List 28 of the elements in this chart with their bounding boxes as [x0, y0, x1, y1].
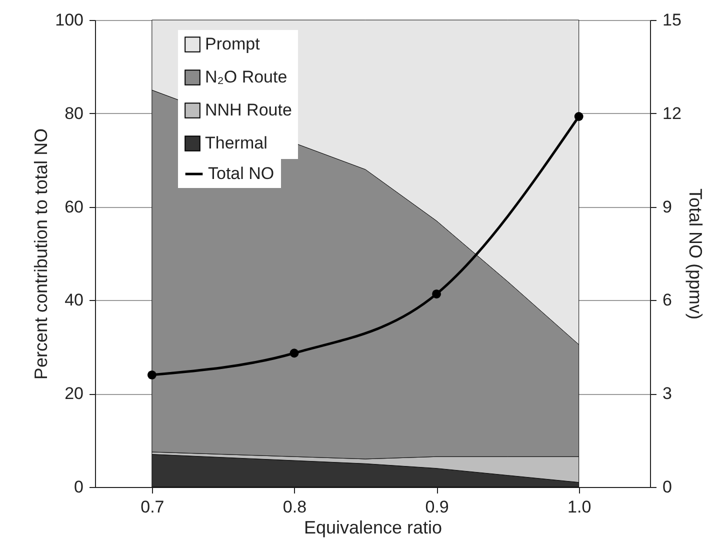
- y-tick-label: 0: [74, 478, 84, 496]
- legend-label: NNH Route: [205, 100, 292, 120]
- point: [147, 370, 156, 380]
- y-tick-label: 100: [55, 10, 84, 30]
- point: [290, 348, 299, 358]
- legend-label: Prompt: [205, 34, 260, 54]
- point: [574, 112, 584, 121]
- point: [432, 290, 442, 298]
- legend-label: Total NO: [208, 164, 274, 183]
- y-tick-label: 80: [64, 104, 84, 123]
- y-tick-label: 60: [64, 197, 84, 216]
- y2-axis-title: Total NO (ppmv): [685, 188, 706, 320]
- x-tick-label: 0.8: [282, 498, 307, 516]
- y2-tick-label: 3: [662, 384, 672, 404]
- x-axis-title: Equivalence ratio: [304, 518, 442, 538]
- x-tick-label: 0.7: [140, 498, 164, 516]
- y2-tick-label: 15: [662, 10, 682, 30]
- legend-label: N₂O Route: [205, 68, 288, 86]
- y2-tick-label: 9: [662, 197, 672, 216]
- y2-tick-label: 0: [662, 478, 672, 496]
- y2-tick-label: 6: [662, 290, 672, 310]
- x-tick-label: 0.9: [425, 498, 449, 516]
- x-tick-label: 1.0: [568, 498, 592, 516]
- y-tick-label: 20: [64, 384, 84, 404]
- y-tick-label: 40: [64, 290, 84, 310]
- y2-tick-label: 12: [662, 104, 682, 123]
- legend-label: Thermal: [205, 134, 268, 152]
- y-axis-title: Percent contribution to total NO: [31, 128, 52, 380]
